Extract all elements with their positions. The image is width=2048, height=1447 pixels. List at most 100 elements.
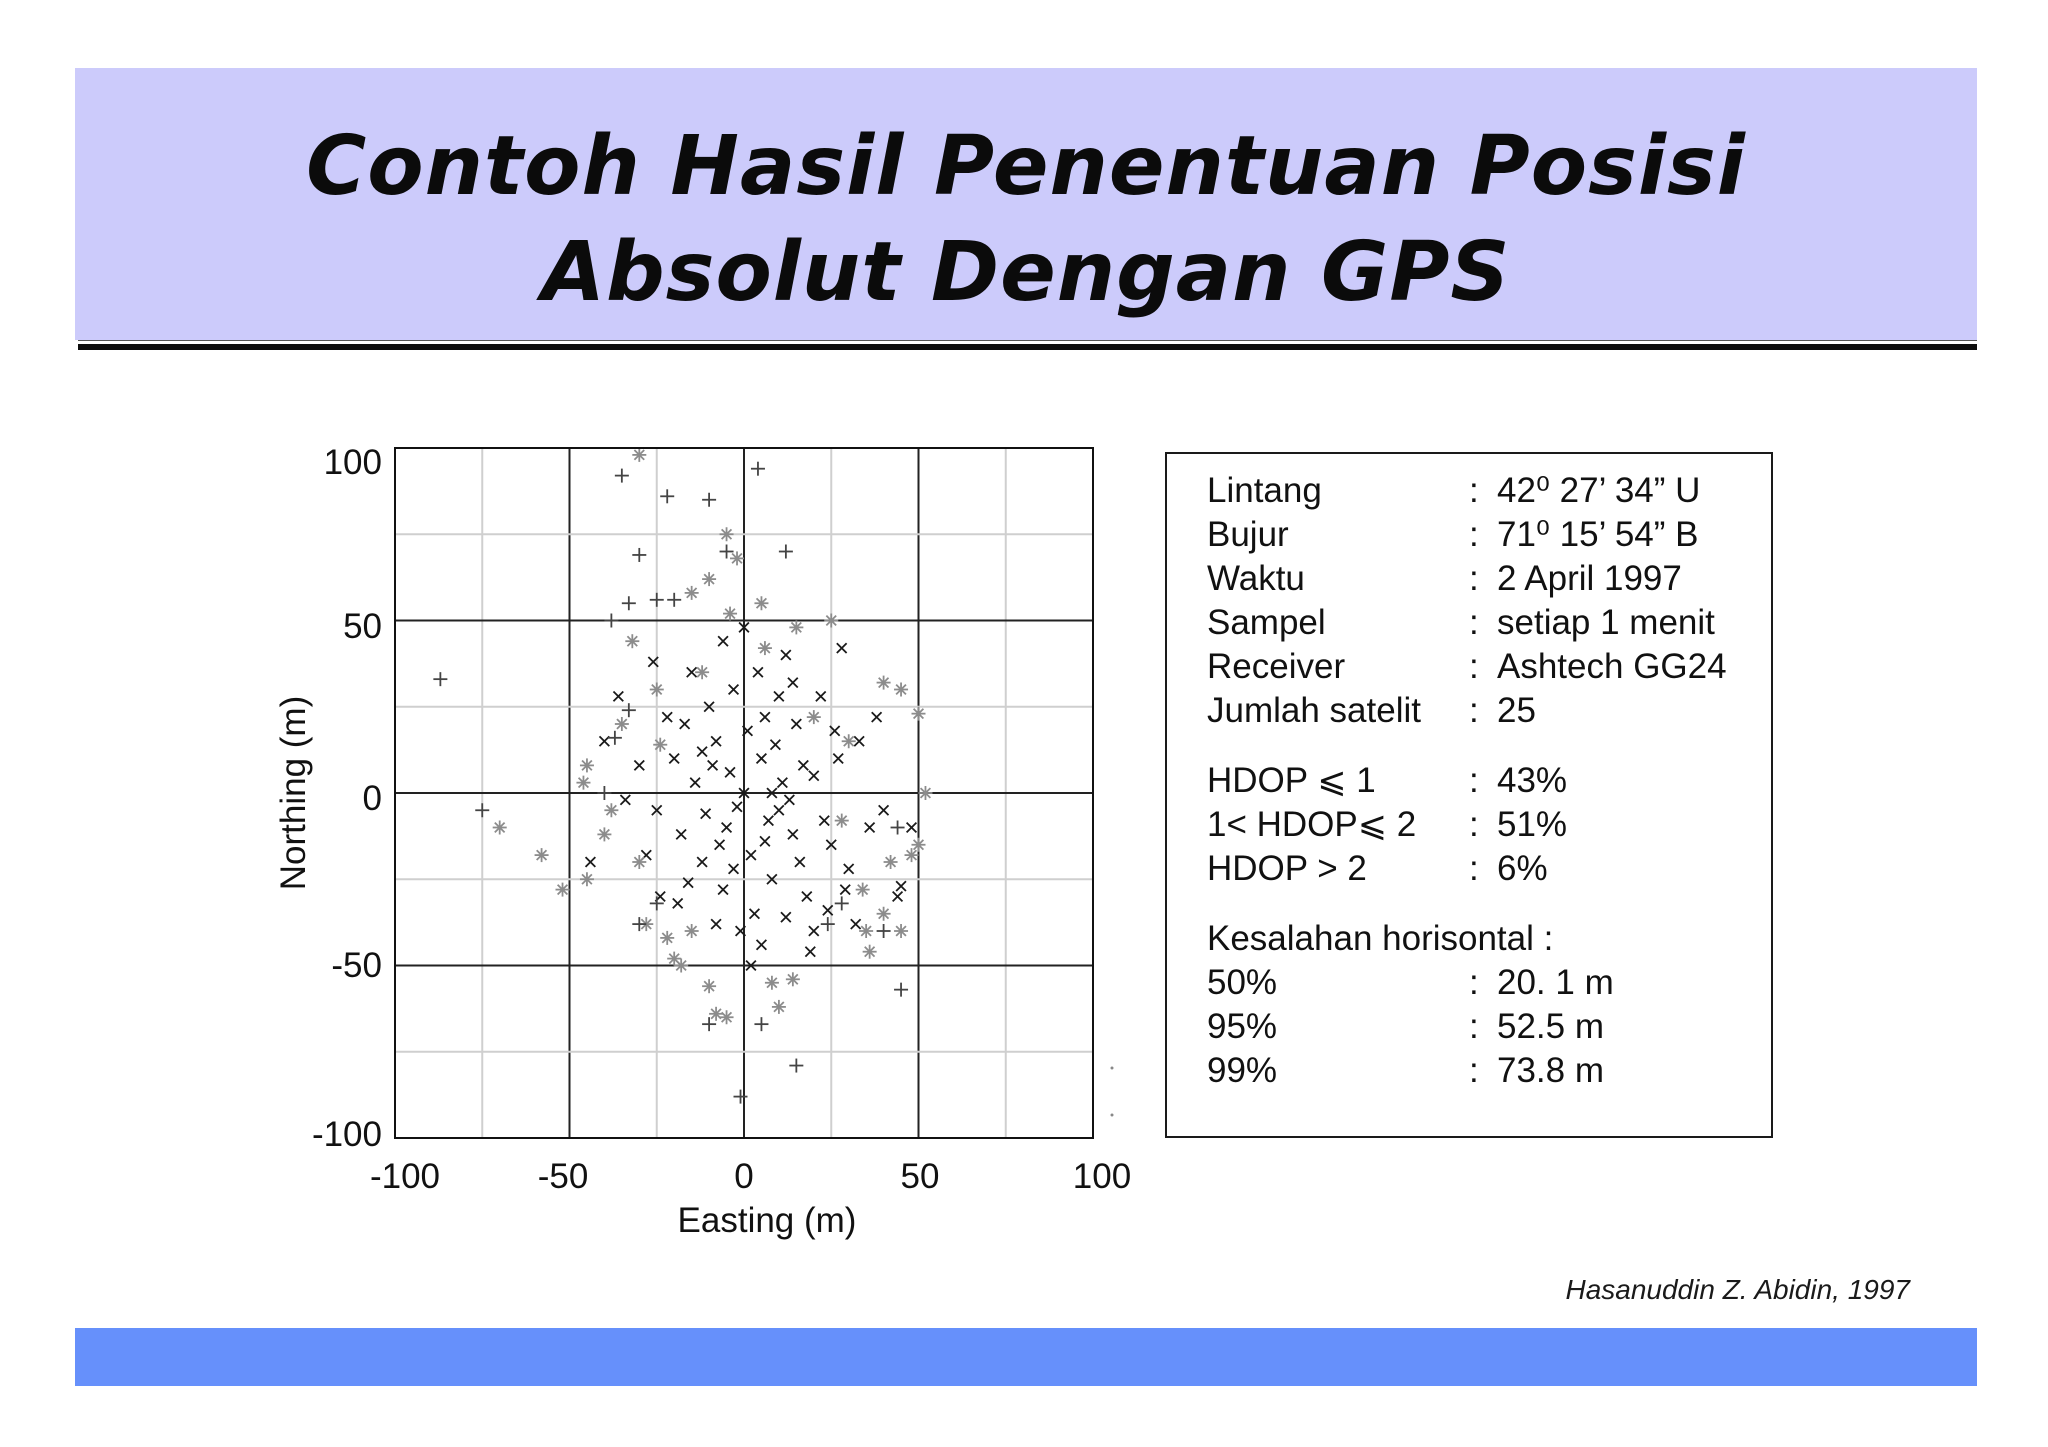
scatter-point xyxy=(825,839,837,851)
y-tick-label: 100 xyxy=(324,443,382,482)
scatter-point xyxy=(604,613,619,628)
scatter-point xyxy=(755,752,767,765)
scatter-point xyxy=(597,827,612,842)
scatter-point xyxy=(764,975,779,990)
x-tick-label: -100 xyxy=(370,1157,440,1196)
scatter-point xyxy=(834,896,849,911)
info-key: Jumlah satelit xyxy=(1207,691,1421,730)
scatter-point xyxy=(579,872,594,887)
info-key: Kesalahan horisontal : xyxy=(1207,919,1554,958)
scatter-point xyxy=(864,821,876,834)
info-value: 52.5 m xyxy=(1497,1007,1604,1046)
title-band: Contoh Hasil Penentuan Posisi Absolut De… xyxy=(75,68,1977,340)
scatter-point xyxy=(682,877,694,889)
scatter-point xyxy=(632,855,647,869)
scatter-point xyxy=(759,835,771,847)
info-key: 95% xyxy=(1207,1007,1278,1046)
chart-grid xyxy=(395,448,1093,1138)
scatter-point xyxy=(604,803,619,818)
footer-band xyxy=(75,1328,1977,1386)
x-tick-label: 0 xyxy=(734,1157,753,1196)
scatter-point xyxy=(871,711,883,723)
scatter-point xyxy=(723,606,738,621)
chart-points xyxy=(433,447,933,1104)
scatter-point xyxy=(829,725,841,737)
scatter-point xyxy=(911,837,926,852)
scatter-point xyxy=(668,752,680,765)
info-value: 2 April 1997 xyxy=(1497,559,1682,598)
scatter-point xyxy=(806,710,821,725)
info-value: Ashtech GG24 xyxy=(1497,647,1727,686)
scatter-point xyxy=(632,447,647,462)
y-axis-label: Northing (m) xyxy=(274,696,313,890)
x-tick-label: -50 xyxy=(538,1157,589,1196)
scatter-point xyxy=(766,787,778,799)
scatter-point xyxy=(755,939,767,951)
info-colon: : xyxy=(1469,1051,1479,1090)
plot-frame xyxy=(394,447,1094,1139)
y-tick-label: -100 xyxy=(312,1115,382,1154)
scatter-point xyxy=(607,730,622,745)
scatter-point xyxy=(815,690,827,702)
y-tick-label: 0 xyxy=(363,779,382,818)
scatter-point xyxy=(686,666,698,678)
info-value: 25 xyxy=(1497,691,1536,730)
scatter-point xyxy=(738,621,750,633)
scatter-point xyxy=(625,634,640,649)
scatter-point xyxy=(818,815,830,827)
scatter-point xyxy=(696,746,708,758)
scatter-point xyxy=(759,711,771,723)
scatter-point xyxy=(741,725,754,737)
info-key: Lintang xyxy=(1207,471,1322,510)
scatter-point xyxy=(649,896,664,911)
scatter-point xyxy=(766,873,778,885)
scatter-point xyxy=(719,544,734,559)
scatter-point xyxy=(707,759,719,771)
scatter-point xyxy=(808,770,820,782)
info-key: 50% xyxy=(1207,963,1278,1002)
scatter-point xyxy=(702,979,717,994)
scatter-point xyxy=(719,527,734,542)
credit-text: Hasanuddin Z. Abidin, 1997 xyxy=(1565,1274,1910,1305)
scatter-point xyxy=(776,777,788,789)
scatter-point xyxy=(614,717,629,731)
scatter-point xyxy=(785,972,800,987)
info-colon: : xyxy=(1469,805,1479,844)
scatter-point xyxy=(789,620,804,635)
scatter-point xyxy=(808,925,820,937)
scatter-point xyxy=(672,897,684,909)
scatter-point xyxy=(667,592,682,607)
scatter-point xyxy=(734,925,747,937)
scatter-point xyxy=(731,801,743,813)
scatter-point xyxy=(717,635,729,647)
scatter-point xyxy=(787,677,799,689)
info-key: HDOP > 2 xyxy=(1207,849,1367,888)
info-colon: : xyxy=(1469,647,1479,686)
info-key: HDOP ⩽ 1 xyxy=(1207,761,1376,800)
scatter-point xyxy=(918,786,933,800)
scatter-point xyxy=(653,737,668,752)
info-colon: : xyxy=(1469,1007,1479,1046)
scatter-point xyxy=(584,856,596,868)
info-key: Bujur xyxy=(1207,515,1289,554)
info-value: 20. 1 m xyxy=(1497,963,1614,1002)
scatter-point xyxy=(614,468,629,483)
title-rule-thick xyxy=(78,344,1977,350)
scatter-point xyxy=(684,585,699,600)
y-tick-label: -50 xyxy=(331,946,382,985)
chart-tick-labels: -100 -50 0 50 100 100 50 0 -50 -100 xyxy=(312,443,1131,1196)
scatter-point xyxy=(717,884,729,896)
scatter-point xyxy=(895,880,907,892)
info-key: 1< HDOP⩽ 2 xyxy=(1207,805,1417,844)
info-key: 99% xyxy=(1207,1051,1278,1090)
scatter-point xyxy=(862,944,877,959)
scatter-point xyxy=(632,547,647,562)
scatter-point xyxy=(730,551,745,566)
info-box: Lintang:42⁰ 27’ 34” U Bujur:71⁰ 15’ 54” B… xyxy=(1165,452,1773,1138)
scatter-point xyxy=(801,890,813,903)
scatter-point xyxy=(576,775,591,790)
scatter-point xyxy=(850,918,862,930)
stray-dot xyxy=(1110,1066,1114,1070)
info-value: 43% xyxy=(1497,761,1568,800)
scatter-point xyxy=(660,930,675,945)
